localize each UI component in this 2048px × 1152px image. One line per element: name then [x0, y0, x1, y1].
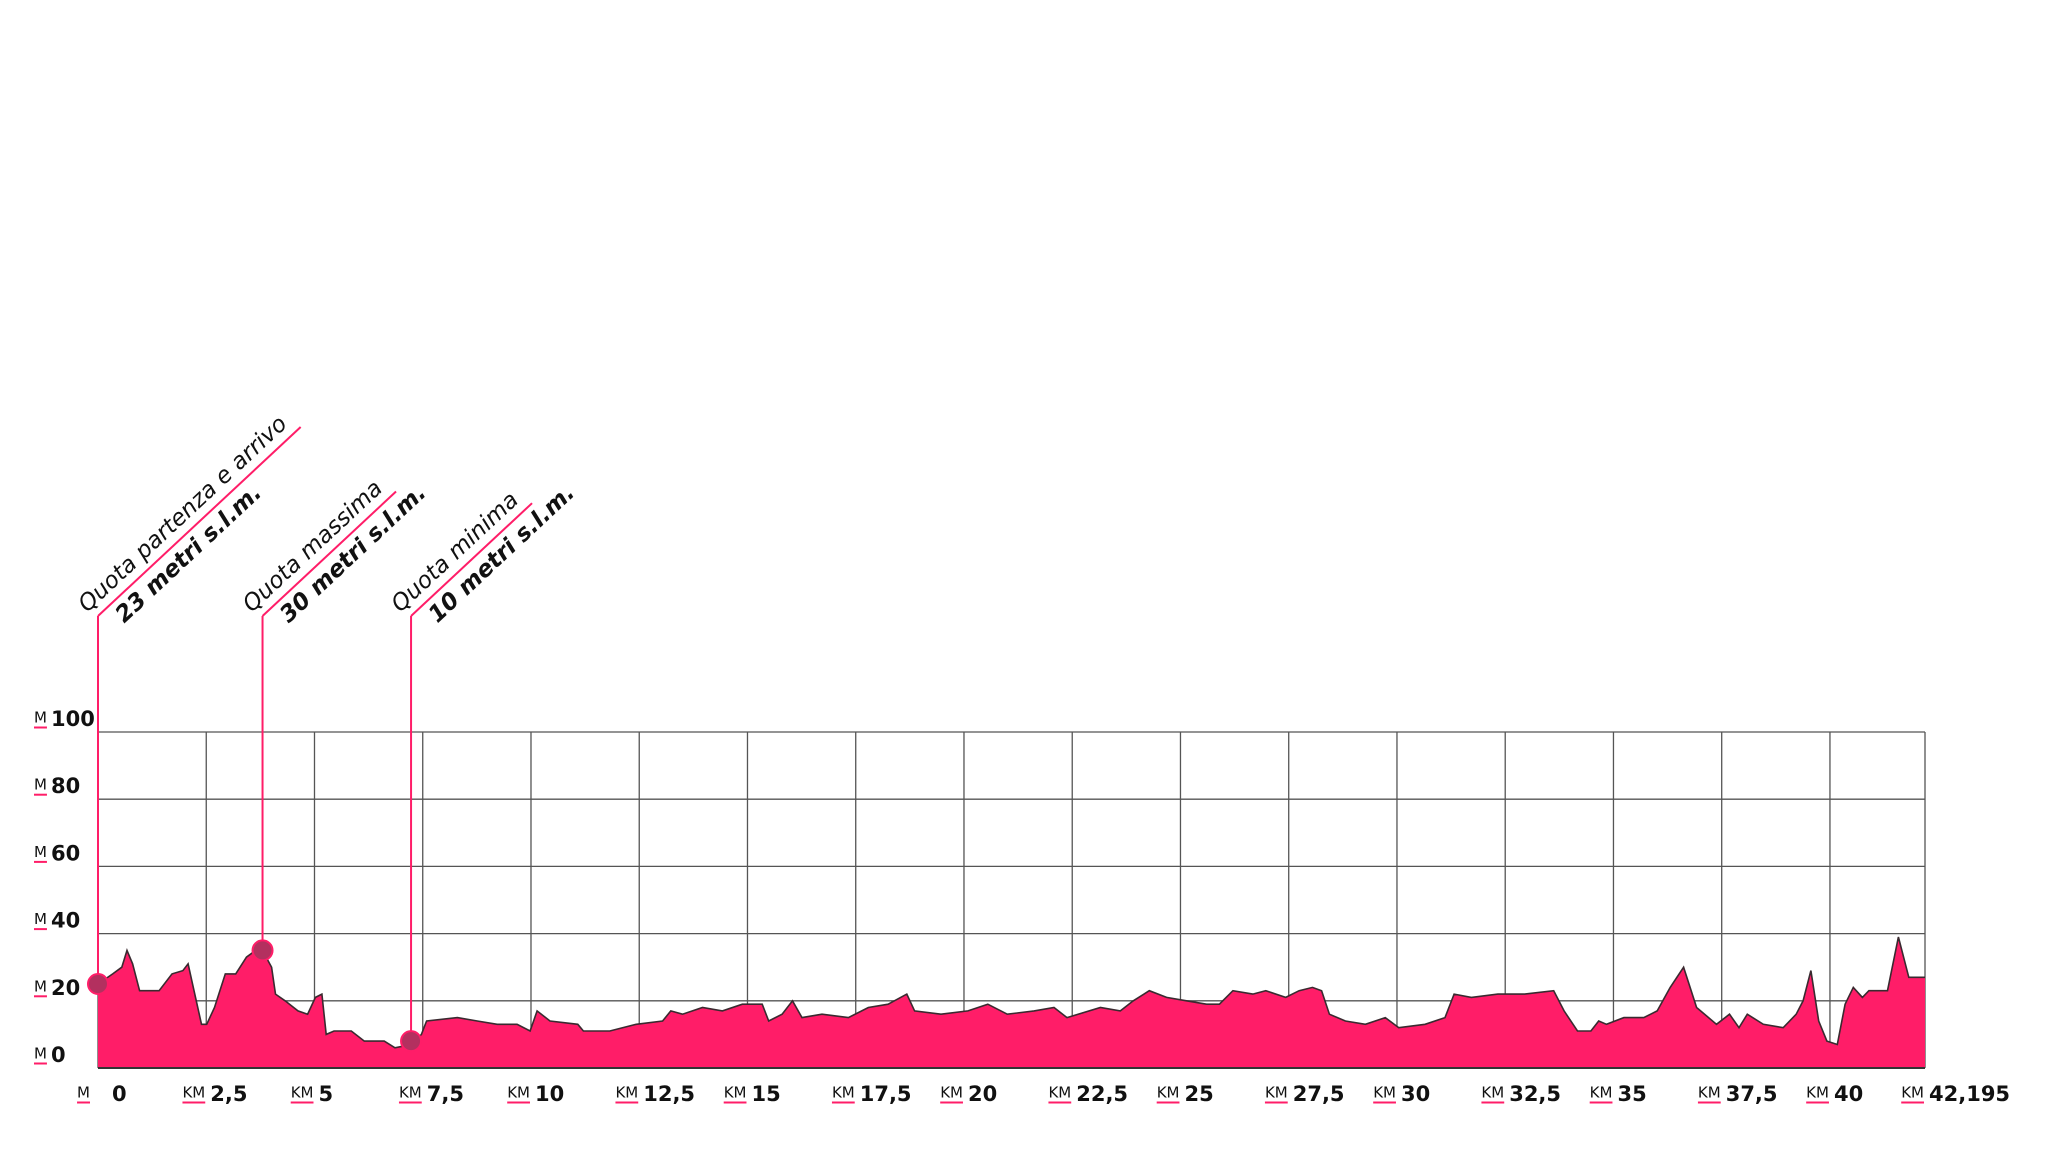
x-tick-unit: KM	[1806, 1084, 1829, 1102]
x-tick-unit: KM	[832, 1084, 855, 1102]
y-tick-label: 0	[51, 1043, 66, 1067]
x-tick-unit: KM	[399, 1084, 422, 1102]
y-tick-unit: M	[34, 843, 47, 861]
y-tick-unit: M	[34, 1045, 47, 1063]
x-tick-label: 42,195	[1929, 1082, 2010, 1106]
x-tick-label: 10	[535, 1082, 564, 1106]
x-tick-unit: KM	[1901, 1084, 1924, 1102]
y-tick-label: 60	[51, 841, 80, 865]
x-tick-label: 40	[1834, 1082, 1863, 1106]
annotation-marker	[400, 1030, 423, 1053]
x-tick-label: 32,5	[1509, 1082, 1561, 1106]
x-tick-unit: KM	[1481, 1084, 1504, 1102]
annotation-rule	[261, 490, 397, 617]
x-tick-unit: KM	[1157, 1084, 1180, 1102]
x-tick-unit: KM	[615, 1084, 638, 1102]
x-tick-unit: KM	[1590, 1084, 1613, 1102]
x-tick-unit: KM	[182, 1084, 205, 1102]
x-tick-label: 35	[1617, 1082, 1646, 1106]
annotation-rule	[410, 502, 533, 617]
annotation-rule	[97, 426, 302, 617]
x-tick-label: 2,5	[210, 1082, 247, 1106]
x-tick-label: 37,5	[1726, 1082, 1778, 1106]
x-tick-unit: M	[77, 1084, 90, 1102]
annotation-marker	[251, 939, 274, 962]
x-tick-unit: KM	[940, 1084, 963, 1102]
y-tick-label: 80	[51, 774, 80, 798]
x-tick-unit: KM	[507, 1084, 530, 1102]
annotation-marker	[87, 973, 109, 995]
y-tick-label: 100	[51, 707, 95, 731]
x-tick-label: 5	[318, 1082, 333, 1106]
x-tick-label: 20	[968, 1082, 997, 1106]
x-tick-label: 0	[112, 1082, 127, 1106]
y-tick-unit: M	[34, 910, 47, 928]
x-tick-label: 7,5	[427, 1082, 464, 1106]
y-tick-unit: M	[34, 977, 47, 995]
x-tick-unit: KM	[1698, 1084, 1721, 1102]
x-tick-unit: KM	[1048, 1084, 1071, 1102]
x-tick-label: 30	[1401, 1082, 1430, 1106]
x-tick-label: 22,5	[1076, 1082, 1128, 1106]
y-tick-unit: M	[34, 776, 47, 794]
elevation-line	[97, 936, 1925, 1049]
y-tick-label: 20	[51, 976, 80, 1000]
x-tick-unit: KM	[724, 1084, 747, 1102]
y-tick-label: 40	[51, 909, 80, 933]
x-tick-label: 25	[1184, 1082, 1213, 1106]
x-tick-label: 27,5	[1293, 1082, 1345, 1106]
x-tick-label: 12,5	[643, 1082, 695, 1106]
x-tick-unit: KM	[1373, 1084, 1396, 1102]
elevation-area	[98, 937, 1925, 1068]
x-tick-label: 15	[751, 1082, 780, 1106]
x-tick-label: 17,5	[860, 1082, 912, 1106]
x-tick-unit: KM	[1265, 1084, 1288, 1102]
x-tick-unit: KM	[291, 1084, 314, 1102]
y-tick-unit: M	[34, 709, 47, 727]
